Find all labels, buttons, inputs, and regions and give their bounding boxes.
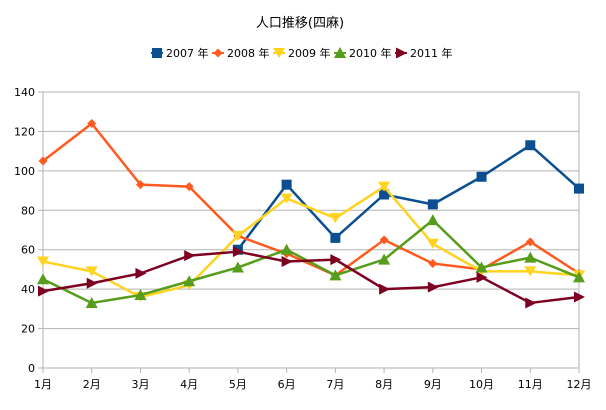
x-tick-label: 7月 bbox=[326, 378, 344, 391]
data-point bbox=[37, 273, 49, 285]
data-point bbox=[281, 256, 293, 268]
data-point bbox=[87, 119, 97, 129]
series-layer bbox=[37, 119, 585, 309]
legend-marker bbox=[213, 48, 223, 58]
series-line bbox=[42, 218, 580, 305]
legend-item: 2011 年 bbox=[395, 46, 453, 60]
data-point bbox=[524, 266, 537, 277]
series-5 bbox=[38, 246, 585, 309]
x-tick-label: 6月 bbox=[278, 378, 296, 391]
data-point bbox=[426, 238, 439, 249]
legend-marker bbox=[152, 48, 162, 58]
data-point bbox=[428, 259, 438, 269]
data-point bbox=[573, 271, 585, 283]
legend-label: 2007 年 bbox=[166, 46, 209, 60]
x-tick-label: 8月 bbox=[375, 378, 393, 391]
legend-marker bbox=[396, 47, 407, 59]
data-point bbox=[329, 269, 342, 281]
legend-label: 2011 年 bbox=[410, 46, 453, 60]
y-tick-label: 80 bbox=[21, 204, 35, 217]
y-tick-label: 20 bbox=[21, 323, 35, 336]
x-tick-label: 5月 bbox=[229, 378, 247, 391]
data-point bbox=[329, 213, 342, 224]
legend-item: 2010 年 bbox=[334, 46, 392, 60]
plot-frame bbox=[42, 91, 580, 369]
legend-label: 2008 年 bbox=[227, 46, 270, 60]
data-point bbox=[427, 199, 438, 210]
data-point bbox=[574, 291, 585, 303]
data-point bbox=[330, 232, 341, 243]
data-point bbox=[574, 183, 584, 194]
x-tick-label: 12月 bbox=[567, 378, 592, 391]
data-point bbox=[330, 254, 342, 266]
data-point bbox=[525, 237, 535, 247]
y-tick-label: 40 bbox=[21, 283, 35, 296]
data-point bbox=[379, 189, 390, 200]
series-1 bbox=[232, 140, 584, 255]
data-point bbox=[184, 250, 196, 262]
x-tick-label: 11月 bbox=[518, 378, 543, 391]
data-point bbox=[134, 289, 147, 301]
data-point bbox=[280, 193, 293, 204]
x-tick-label: 4月 bbox=[180, 378, 198, 391]
data-point bbox=[281, 179, 292, 190]
plot-area bbox=[42, 91, 580, 369]
legend-item: 2009 年 bbox=[273, 46, 331, 60]
data-point bbox=[426, 214, 439, 226]
data-point bbox=[85, 266, 98, 277]
data-point bbox=[378, 253, 391, 265]
data-point bbox=[475, 261, 488, 273]
series-line bbox=[236, 143, 580, 251]
series-line bbox=[42, 185, 580, 299]
legend-item: 2007 年 bbox=[151, 46, 209, 60]
series-line bbox=[42, 250, 580, 305]
y-tick-label: 120 bbox=[14, 125, 35, 138]
x-tick-label: 1月 bbox=[34, 378, 52, 391]
data-point bbox=[37, 256, 49, 267]
y-tick-label: 100 bbox=[14, 165, 35, 178]
chart-title: 人口推移(四麻) bbox=[256, 16, 344, 31]
data-point bbox=[378, 181, 391, 192]
data-point bbox=[525, 297, 537, 309]
data-point bbox=[280, 243, 293, 255]
data-point bbox=[85, 296, 98, 308]
data-point bbox=[476, 271, 488, 283]
series-4 bbox=[37, 214, 585, 308]
y-tick-label: 0 bbox=[28, 362, 35, 375]
x-tick-label: 2月 bbox=[83, 378, 101, 391]
data-point bbox=[231, 261, 244, 273]
data-point bbox=[379, 283, 391, 295]
legend-marker bbox=[334, 47, 346, 58]
legend: 2007 年 2008 年 2009 年 2010 年 2011 年 bbox=[151, 46, 453, 60]
y-tick-label: 60 bbox=[21, 244, 35, 257]
y-tick-label: 140 bbox=[14, 86, 35, 99]
data-point bbox=[38, 285, 49, 297]
data-point bbox=[524, 251, 537, 263]
data-point bbox=[231, 230, 244, 241]
data-point bbox=[427, 281, 439, 293]
data-point bbox=[232, 246, 244, 258]
x-axis: 1月 2月 3月 4月 5月 6月 7月 8月 9月 10月 11月 12月 bbox=[34, 368, 592, 391]
x-tick-label: 9月 bbox=[424, 378, 442, 391]
series-3 bbox=[37, 181, 585, 303]
data-point bbox=[183, 275, 196, 287]
legend-label: 2009 年 bbox=[288, 46, 331, 60]
data-point bbox=[184, 182, 194, 192]
data-point bbox=[135, 267, 147, 279]
data-point bbox=[476, 171, 487, 182]
data-point bbox=[135, 180, 145, 190]
legend-label: 2010 年 bbox=[349, 46, 392, 60]
x-tick-label: 10月 bbox=[469, 378, 494, 391]
data-point bbox=[86, 277, 98, 289]
data-point bbox=[38, 156, 48, 166]
data-point bbox=[525, 140, 536, 151]
legend-marker bbox=[273, 48, 285, 58]
y-axis: 0 20 40 60 80 100 120 140 bbox=[14, 86, 43, 375]
legend-item: 2008 年 bbox=[212, 46, 270, 60]
x-tick-label: 3月 bbox=[131, 378, 149, 391]
data-point bbox=[379, 235, 389, 245]
